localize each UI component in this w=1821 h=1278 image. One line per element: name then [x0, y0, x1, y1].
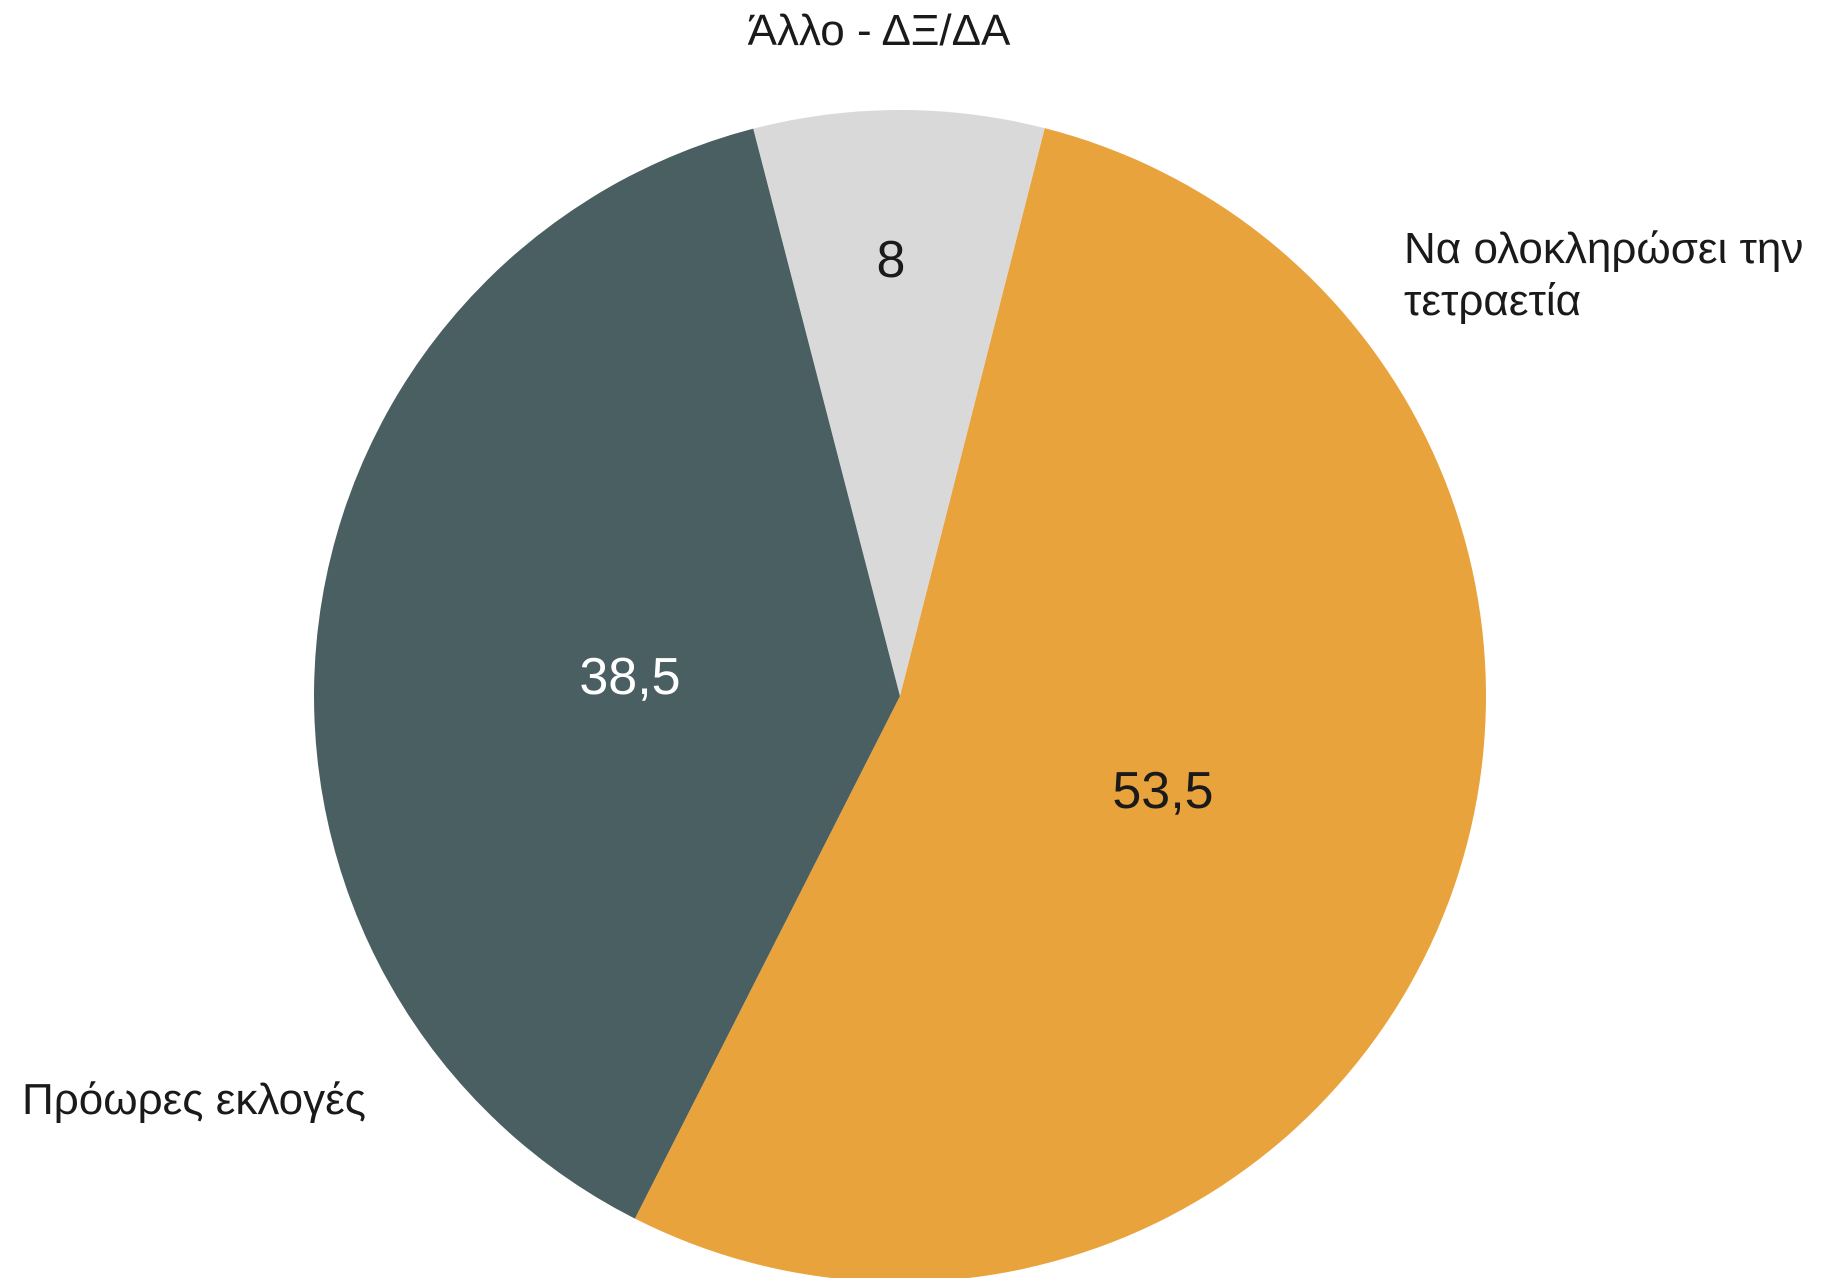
- pie-slice-1: [313, 128, 901, 1219]
- slice-value-label-1: 38,5: [579, 648, 680, 706]
- category-labels-layer: Να ολοκληρώσει την τετραετία Πρόωρες εκλογ…: [22, 6, 1803, 1124]
- slice-category-label-0: Να ολοκληρώσει την τετραετία: [1404, 224, 1803, 325]
- slice-value-label-2: 8: [877, 231, 906, 289]
- value-labels-layer: 53,5 38,5 8: [579, 231, 1213, 820]
- slices-layer: [313, 109, 1486, 1278]
- slice-category-label-line: Άλλο - ΔΞ/ΔΑ: [748, 6, 1011, 55]
- slice-category-label-line: Πρόωρες εκλογές: [22, 1075, 366, 1124]
- slice-category-label-line: τετραετία: [1404, 276, 1581, 325]
- slice-category-label-1: Πρόωρες εκλογές: [22, 1075, 366, 1124]
- pie-slice-2: [753, 109, 1045, 696]
- slice-category-label-2: Άλλο - ΔΞ/ΔΑ: [748, 6, 1011, 55]
- pie-slice-0: [634, 128, 1486, 1278]
- slice-category-label-line: Να ολοκληρώσει την: [1404, 224, 1803, 273]
- slice-value-label-0: 53,5: [1112, 762, 1213, 820]
